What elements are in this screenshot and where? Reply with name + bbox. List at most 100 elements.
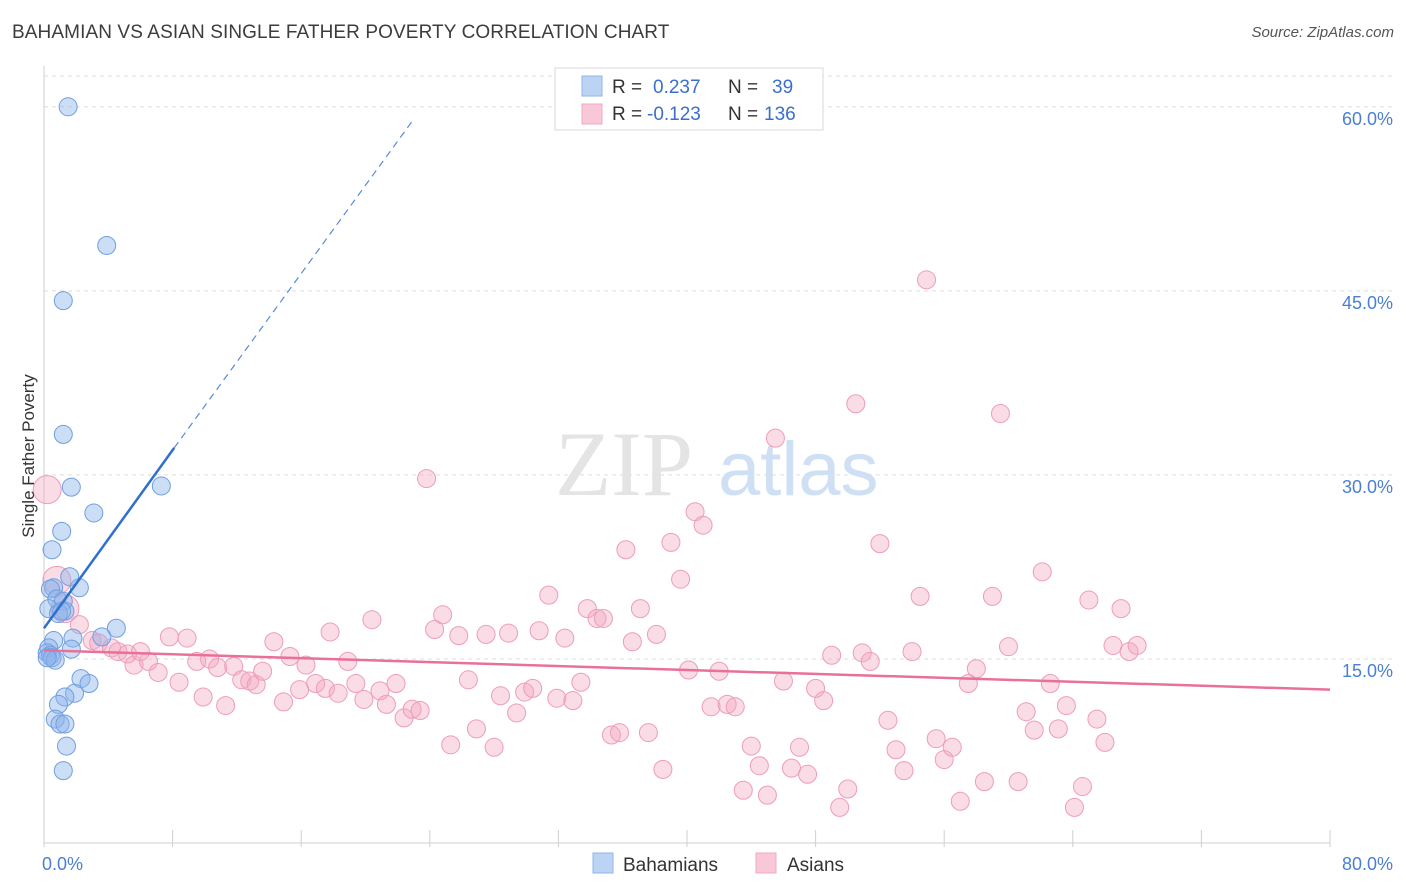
legend-n-value-2: 136 [764,104,796,125]
y-tick-label-3: 60.0% [1342,109,1393,129]
grid-lines [44,75,1394,660]
asian-point-19 [208,658,228,678]
trend-lines [42,118,1331,691]
asian-point-35 [338,651,358,671]
asian-point-66 [587,608,607,628]
asian-point-55 [499,623,519,643]
asian-point-90 [773,671,793,691]
bahamian-point-32 [65,683,85,703]
legend-r-label-2: R = [612,104,642,125]
asian-point-13 [159,627,179,647]
bahamian-point-34 [48,694,68,714]
asian-point-15 [177,628,197,648]
asian-point-51 [466,719,486,739]
legend-r-value-2: -0.123 [647,104,701,125]
bahamian-point-37 [55,714,75,734]
bahamian-point-7 [52,521,72,541]
asian-point-63 [563,691,583,711]
asian-point-131 [1103,635,1123,655]
asian-point-105 [894,761,914,781]
bahamian-point-5 [151,476,171,496]
legend-n-label-2: N = [728,104,758,125]
asian-point-37 [354,689,374,709]
bahamian-point-38 [57,736,77,756]
asian-point-65 [577,599,597,619]
bahamian-point-3 [53,424,73,444]
asian-point-80 [693,515,713,535]
bahamian-point-9 [60,567,80,587]
bahamian-point-6 [84,503,104,523]
asian-point-99 [846,394,866,414]
asian-point-59 [529,621,549,641]
bahamian-trend-dashed [173,118,415,449]
bahamian-point-0 [58,97,78,117]
bahamian-point-8 [42,540,62,560]
asian-point-123 [1040,673,1060,693]
asian-point-101 [860,651,880,671]
asian-point-43 [402,699,422,719]
asian-point-134 [1127,635,1147,655]
bahamian-point-4 [61,477,81,497]
bahamian-point-39 [53,761,73,781]
y-tick-label-2: 45.0% [1342,293,1393,313]
legend-n-value-1: 39 [772,77,793,98]
asian-point-127 [1072,777,1092,797]
legend-swatch-asians [581,103,603,125]
asian-point-114 [966,659,986,679]
asian-point-45 [417,469,437,489]
asian-point-76 [661,532,681,552]
asian-point-122 [1032,562,1052,582]
asian-point-31 [306,673,326,693]
asian-point-62 [555,628,575,648]
asian-point-25 [253,661,273,681]
bahamian-point-17 [48,604,68,624]
asian-point-23 [240,671,260,691]
asian-point-26 [264,632,284,652]
asian-point-67 [593,608,613,628]
asian-point-32 [315,678,335,698]
axes [43,66,1331,847]
asian-point-14 [169,672,189,692]
asian-point-97 [830,797,850,817]
asian-point-64 [571,672,591,692]
bahamian-point-31 [79,673,99,693]
bahamian-point-36 [50,714,70,734]
asian-point-109 [926,729,946,749]
asian-point-46 [425,620,445,640]
watermark-atlas: atlas [718,427,879,512]
bahamian-point-11 [40,579,60,599]
bahamian-point-24 [61,639,81,659]
asian-point-89 [765,428,785,448]
asian-point-128 [1079,590,1099,610]
asian-point-120 [1016,702,1036,722]
asian-point-48 [441,735,461,755]
asian-point-49 [449,626,469,646]
asian-point-36 [346,673,366,693]
asian-point-106 [902,642,922,662]
asian-point-47 [433,605,453,625]
asian-point-119 [1008,772,1028,792]
asian-point-41 [386,673,406,693]
asian-point-40 [376,694,396,714]
asian-point-68 [601,725,621,745]
asian-point-96 [822,645,842,665]
asian-point-61 [547,688,567,708]
asian-point-115 [974,772,994,792]
asian-point-81 [701,697,721,717]
bahamian-point-10 [44,578,64,598]
y-tick-label-0: 15.0% [1342,661,1393,681]
stats-legend: R = 0.237 N = 39 R = -0.123 N = 136 [554,67,824,131]
asian-point-74 [646,624,666,644]
asian-point-73 [638,723,658,743]
y-tick-labels: 15.0% 30.0% 45.0% 60.0% [1342,109,1393,681]
asian-point-17 [193,687,213,707]
asian-point-95 [814,691,834,711]
asian-trend-line [43,649,1331,691]
asian-point-118 [999,637,1018,657]
bottom-legend-asians: Asians [787,855,844,876]
y-tick-label-1: 30.0% [1342,477,1393,497]
legend-n-label-1: N = [728,77,758,98]
asian-point-83 [717,694,737,714]
x-tick-label-1: 80.0% [1342,854,1393,874]
